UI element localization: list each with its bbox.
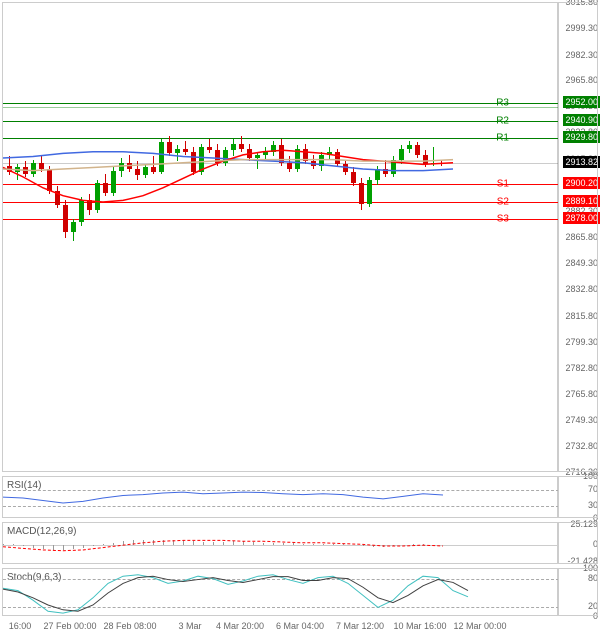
candle-body bbox=[119, 163, 124, 171]
macd-svg bbox=[3, 523, 559, 565]
candle-body bbox=[247, 149, 252, 158]
candle-body bbox=[279, 145, 284, 162]
rsi-panel[interactable]: RSI(14) bbox=[2, 476, 558, 518]
candle-body bbox=[367, 180, 372, 204]
candle-body bbox=[439, 163, 444, 165]
candle-body bbox=[375, 169, 380, 180]
sr-line-s1 bbox=[3, 184, 559, 185]
candle-body bbox=[311, 161, 316, 166]
candle-body bbox=[319, 155, 324, 166]
stoch-svg bbox=[3, 569, 559, 617]
candle-body bbox=[199, 147, 204, 172]
axis-separator bbox=[558, 522, 598, 564]
candle-body bbox=[103, 183, 108, 192]
sr-line-extra bbox=[3, 107, 559, 108]
candle-body bbox=[351, 172, 356, 183]
candle-body bbox=[359, 183, 364, 203]
candle-body bbox=[207, 147, 212, 150]
time-axis-label: 28 Feb 08:00 bbox=[103, 621, 156, 631]
sr-name-s2: S2 bbox=[497, 196, 509, 207]
time-axis-label: 6 Mar 04:00 bbox=[276, 621, 324, 631]
candle-body bbox=[39, 163, 44, 169]
stoch-panel[interactable]: Stoch(9,6,3) bbox=[2, 568, 558, 616]
axis-separator bbox=[558, 2, 598, 472]
sr-name-s1: S1 bbox=[497, 179, 509, 190]
candle-body bbox=[135, 169, 140, 175]
candle-body bbox=[167, 142, 172, 153]
candle-body bbox=[239, 144, 244, 149]
candle-body bbox=[127, 163, 132, 169]
candle-body bbox=[7, 166, 12, 172]
candle-body bbox=[79, 200, 84, 222]
candle-body bbox=[391, 160, 396, 174]
axis-separator bbox=[558, 568, 598, 616]
time-axis-label: 16:00 bbox=[9, 621, 32, 631]
candle-body bbox=[231, 144, 236, 150]
candle-body bbox=[175, 149, 180, 154]
candle-body bbox=[87, 200, 92, 209]
candle-body bbox=[399, 149, 404, 160]
stoch-k-line bbox=[3, 575, 468, 613]
candle-body bbox=[215, 150, 220, 163]
candle-body bbox=[47, 169, 52, 191]
candle-body bbox=[71, 222, 76, 231]
time-axis-label: 27 Feb 00:00 bbox=[43, 621, 96, 631]
candle-body bbox=[15, 167, 20, 172]
macd-panel[interactable]: MACD(12,26,9) bbox=[2, 522, 558, 564]
candle-body bbox=[31, 163, 36, 174]
candle-body bbox=[271, 145, 276, 151]
sr-name-r1: R1 bbox=[496, 132, 509, 143]
stoch-d-line bbox=[3, 576, 468, 611]
candle-body bbox=[95, 183, 100, 210]
time-axis-label: 7 Mar 12:00 bbox=[336, 621, 384, 631]
candle-body bbox=[335, 152, 340, 165]
ma-overlay bbox=[3, 3, 559, 473]
candle-body bbox=[55, 191, 60, 205]
rsi-line bbox=[3, 492, 443, 503]
candle-body bbox=[263, 152, 268, 155]
candle-body bbox=[23, 167, 28, 173]
price-chart-panel[interactable]: R3R2R1S1S2S3 bbox=[2, 2, 558, 472]
candle-body bbox=[143, 167, 148, 175]
candle-body bbox=[223, 150, 228, 163]
candle-body bbox=[431, 163, 436, 165]
sr-name-r2: R2 bbox=[496, 115, 509, 126]
macd-signal-line bbox=[3, 540, 443, 550]
candle-body bbox=[287, 163, 292, 169]
time-axis-label: 4 Mar 20:00 bbox=[216, 621, 264, 631]
candle-body bbox=[191, 152, 196, 172]
candle-body bbox=[255, 155, 260, 158]
candle-body bbox=[407, 145, 412, 148]
candle-body bbox=[383, 169, 388, 174]
sr-line-s3 bbox=[3, 219, 559, 220]
sr-line-r3 bbox=[3, 103, 559, 104]
sr-name-s3: S3 bbox=[497, 214, 509, 225]
candle-body bbox=[415, 145, 420, 154]
sr-line-r2 bbox=[3, 121, 559, 122]
candle-body bbox=[151, 167, 156, 172]
candle-body bbox=[111, 171, 116, 193]
candle-body bbox=[343, 164, 348, 172]
candle-body bbox=[423, 155, 428, 164]
candle-body bbox=[295, 149, 300, 169]
candle-body bbox=[63, 205, 68, 232]
time-axis-label: 12 Mar 00:00 bbox=[453, 621, 506, 631]
candle-body bbox=[327, 152, 332, 155]
time-axis-label: 3 Mar bbox=[178, 621, 201, 631]
time-axis-label: 10 Mar 16:00 bbox=[393, 621, 446, 631]
axis-separator bbox=[558, 476, 598, 518]
candle-body bbox=[303, 149, 308, 162]
rsi-svg bbox=[3, 477, 559, 519]
candle-body bbox=[183, 149, 188, 152]
candle-body bbox=[159, 142, 164, 172]
